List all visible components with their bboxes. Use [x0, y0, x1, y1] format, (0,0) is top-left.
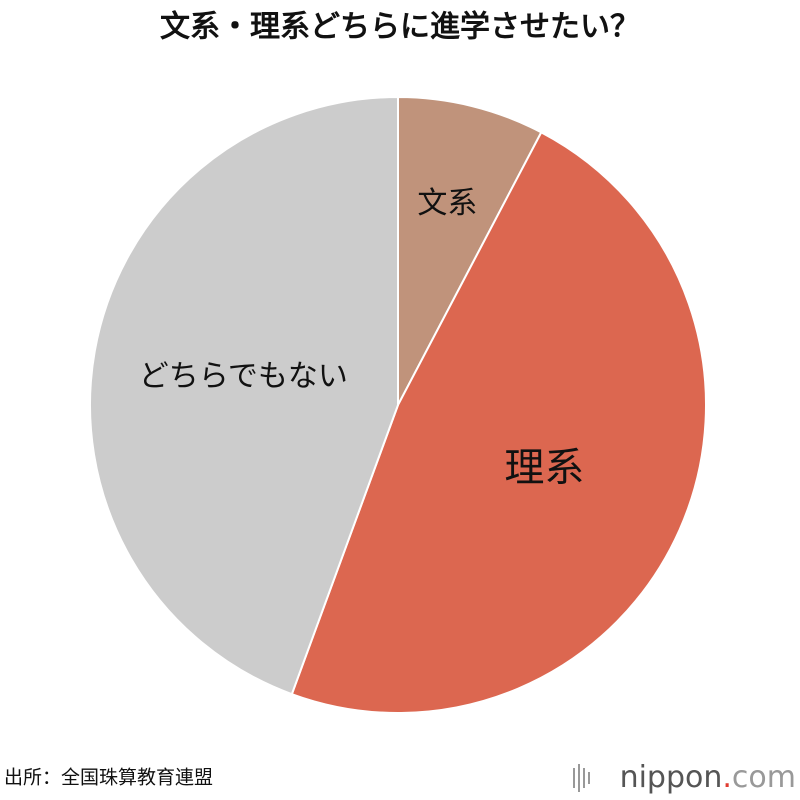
logo-name: nippon [620, 760, 723, 795]
chart-title: 文系・理系どちらに進学させたい？ [160, 10, 640, 45]
slice-label: 文系 [417, 186, 477, 221]
pie-slice [290, 130, 707, 714]
pie-slice [89, 95, 399, 696]
logo: nippon.com [573, 760, 796, 795]
source: 出所：全国珠算教育連盟 [4, 767, 213, 789]
logo-dot: . [722, 760, 732, 795]
logo-text: nippon.com [620, 760, 796, 795]
slice-label: どちらでもない [139, 359, 348, 394]
logo-mark [573, 764, 590, 792]
slice-label: 理系 [504, 445, 584, 491]
pie-slice [397, 95, 543, 406]
logo-domain: com [732, 760, 796, 795]
